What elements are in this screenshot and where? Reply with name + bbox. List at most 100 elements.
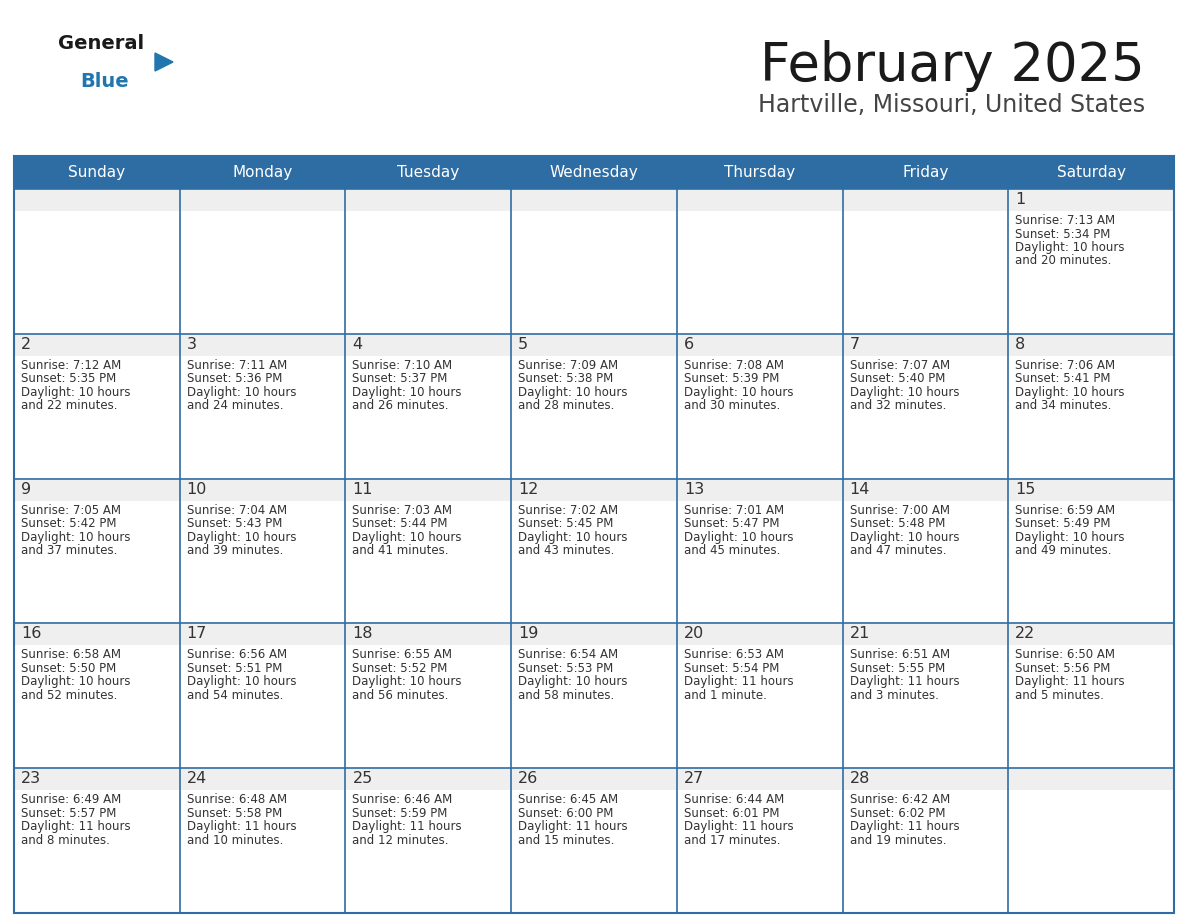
Text: Sunset: 5:44 PM: Sunset: 5:44 PM [353, 517, 448, 530]
Bar [346, 478, 511, 623]
Text: and 54 minutes.: and 54 minutes. [187, 688, 283, 702]
Text: and 15 minutes.: and 15 minutes. [518, 834, 614, 846]
Text: Sunrise: 7:13 AM: Sunrise: 7:13 AM [1016, 214, 1116, 227]
Bar [677, 334, 842, 356]
Bar [14, 623, 179, 768]
Text: and 34 minutes.: and 34 minutes. [1016, 399, 1112, 412]
Bar [511, 189, 677, 334]
Bar [677, 478, 842, 623]
Text: 1: 1 [1016, 192, 1025, 207]
Text: Sunrise: 7:09 AM: Sunrise: 7:09 AM [518, 359, 618, 372]
Bar [14, 156, 1174, 189]
Text: Sunset: 5:38 PM: Sunset: 5:38 PM [518, 373, 613, 386]
Text: and 8 minutes.: and 8 minutes. [21, 834, 109, 846]
Text: 9: 9 [21, 482, 31, 497]
Text: Sunrise: 7:12 AM: Sunrise: 7:12 AM [21, 359, 121, 372]
Text: Daylight: 10 hours: Daylight: 10 hours [1016, 531, 1125, 543]
Text: and 5 minutes.: and 5 minutes. [1016, 688, 1104, 702]
Bar [1009, 478, 1174, 500]
Text: Sunrise: 7:03 AM: Sunrise: 7:03 AM [353, 504, 453, 517]
Text: Daylight: 10 hours: Daylight: 10 hours [187, 531, 296, 543]
Text: Monday: Monday [233, 165, 292, 180]
Text: Sunrise: 6:53 AM: Sunrise: 6:53 AM [684, 648, 784, 661]
Text: 28: 28 [849, 771, 870, 786]
Bar [14, 189, 179, 334]
Text: Daylight: 10 hours: Daylight: 10 hours [849, 386, 959, 398]
Text: 13: 13 [684, 482, 704, 497]
Bar [179, 334, 346, 478]
Text: 23: 23 [21, 771, 42, 786]
Text: Hartville, Missouri, United States: Hartville, Missouri, United States [758, 93, 1145, 117]
Bar [677, 768, 842, 913]
Bar [677, 189, 842, 334]
Bar [346, 768, 511, 913]
Text: Sunrise: 7:02 AM: Sunrise: 7:02 AM [518, 504, 618, 517]
Text: Sunset: 5:53 PM: Sunset: 5:53 PM [518, 662, 613, 675]
Bar [346, 334, 511, 356]
Text: 21: 21 [849, 626, 870, 642]
Bar [179, 623, 346, 645]
Text: Sunset: 5:52 PM: Sunset: 5:52 PM [353, 662, 448, 675]
Text: 19: 19 [518, 626, 538, 642]
Text: 22: 22 [1016, 626, 1036, 642]
Text: Sunset: 5:57 PM: Sunset: 5:57 PM [21, 807, 116, 820]
Text: Daylight: 10 hours: Daylight: 10 hours [518, 386, 627, 398]
Text: 12: 12 [518, 482, 538, 497]
Bar [179, 768, 346, 913]
Text: Sunrise: 6:55 AM: Sunrise: 6:55 AM [353, 648, 453, 661]
Text: Sunrise: 6:56 AM: Sunrise: 6:56 AM [187, 648, 286, 661]
Text: Sunrise: 6:50 AM: Sunrise: 6:50 AM [1016, 648, 1116, 661]
Text: Sunday: Sunday [68, 165, 126, 180]
Bar [14, 478, 179, 500]
Text: Sunset: 5:45 PM: Sunset: 5:45 PM [518, 517, 613, 530]
Text: Sunrise: 6:42 AM: Sunrise: 6:42 AM [849, 793, 950, 806]
Text: and 58 minutes.: and 58 minutes. [518, 688, 614, 702]
Text: Sunset: 5:48 PM: Sunset: 5:48 PM [849, 517, 944, 530]
Text: 14: 14 [849, 482, 870, 497]
Text: Sunrise: 6:49 AM: Sunrise: 6:49 AM [21, 793, 121, 806]
Text: Sunrise: 6:58 AM: Sunrise: 6:58 AM [21, 648, 121, 661]
Bar [1009, 623, 1174, 768]
Text: and 49 minutes.: and 49 minutes. [1016, 544, 1112, 557]
Text: and 19 minutes.: and 19 minutes. [849, 834, 946, 846]
Text: 8: 8 [1016, 337, 1025, 352]
Text: Thursday: Thursday [725, 165, 795, 180]
Bar [511, 334, 677, 478]
Text: 5: 5 [518, 337, 529, 352]
Text: Sunrise: 7:11 AM: Sunrise: 7:11 AM [187, 359, 287, 372]
Text: and 37 minutes.: and 37 minutes. [21, 544, 118, 557]
Text: and 3 minutes.: and 3 minutes. [849, 688, 939, 702]
Text: 25: 25 [353, 771, 373, 786]
Text: and 43 minutes.: and 43 minutes. [518, 544, 614, 557]
Bar [14, 189, 179, 211]
Text: and 47 minutes.: and 47 minutes. [849, 544, 946, 557]
Bar [346, 623, 511, 768]
Text: Sunset: 6:02 PM: Sunset: 6:02 PM [849, 807, 946, 820]
Bar [842, 623, 1009, 768]
Bar [842, 768, 1009, 790]
Text: 10: 10 [187, 482, 207, 497]
Bar [511, 623, 677, 645]
Text: Sunrise: 7:04 AM: Sunrise: 7:04 AM [187, 504, 286, 517]
Text: February 2025: February 2025 [760, 40, 1145, 92]
Text: Daylight: 11 hours: Daylight: 11 hours [849, 820, 959, 834]
Text: Sunrise: 7:00 AM: Sunrise: 7:00 AM [849, 504, 949, 517]
Bar [346, 478, 511, 500]
Bar [511, 334, 677, 356]
Text: Sunset: 5:36 PM: Sunset: 5:36 PM [187, 373, 282, 386]
Text: Sunrise: 6:45 AM: Sunrise: 6:45 AM [518, 793, 618, 806]
Bar [179, 768, 346, 790]
Text: Sunrise: 6:54 AM: Sunrise: 6:54 AM [518, 648, 618, 661]
Text: Sunset: 5:54 PM: Sunset: 5:54 PM [684, 662, 779, 675]
Text: and 45 minutes.: and 45 minutes. [684, 544, 781, 557]
Bar [14, 623, 179, 645]
Bar [511, 623, 677, 768]
Text: 15: 15 [1016, 482, 1036, 497]
Text: and 28 minutes.: and 28 minutes. [518, 399, 614, 412]
Text: Sunrise: 7:06 AM: Sunrise: 7:06 AM [1016, 359, 1116, 372]
Text: Sunset: 5:41 PM: Sunset: 5:41 PM [1016, 373, 1111, 386]
Bar [1009, 334, 1174, 478]
Bar [1009, 189, 1174, 211]
Text: 11: 11 [353, 482, 373, 497]
Bar [842, 478, 1009, 623]
